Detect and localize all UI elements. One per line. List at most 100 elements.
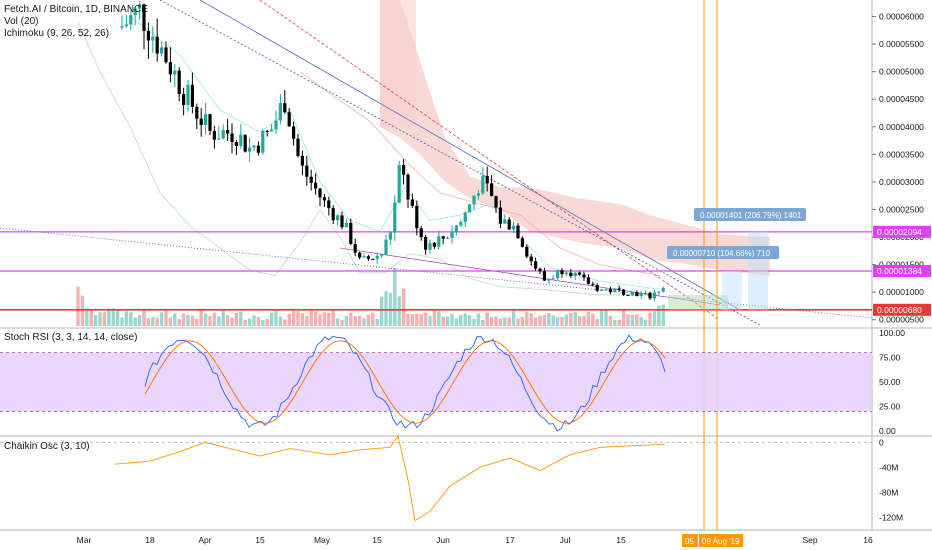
volume-bar — [102, 312, 107, 326]
volume-bar — [107, 308, 111, 326]
candle-body — [446, 237, 450, 239]
trendline-blue-2[interactable] — [199, 0, 741, 311]
volume-bar — [313, 311, 318, 326]
candle-body — [146, 30, 150, 41]
candle-body — [595, 284, 599, 291]
candle-body — [520, 238, 524, 247]
volume-bar — [296, 311, 300, 326]
candle-body — [608, 289, 612, 293]
volume-bar — [393, 267, 397, 326]
volume-bar — [577, 316, 582, 326]
volume-bar — [538, 315, 542, 326]
volume-bar — [190, 315, 195, 326]
volume-bar — [278, 316, 283, 326]
candle-body — [454, 225, 458, 233]
volume-bar — [437, 311, 441, 326]
volume-bar — [287, 313, 291, 326]
candle-body — [432, 242, 436, 247]
price-tick-label: 0.00004000 — [879, 122, 924, 132]
trendline-support[interactable] — [339, 247, 721, 306]
volume-bar — [133, 317, 137, 326]
candle-body — [600, 289, 604, 291]
price-axis[interactable]: 0.00006000 0.00005500 0.00005000 0.00004500… — [872, 12, 924, 325]
candle-body — [371, 258, 375, 260]
volume-bar — [375, 318, 379, 326]
volume-bar — [274, 310, 278, 326]
candle-body — [168, 62, 172, 75]
candle-body — [212, 130, 216, 140]
candle-body — [569, 272, 573, 277]
volume-bar — [542, 315, 547, 326]
candle-body — [261, 130, 265, 153]
price-badge-1 — [873, 264, 931, 277]
candle-body — [622, 289, 626, 295]
volume-bar — [648, 312, 652, 326]
volume-bar — [80, 295, 85, 326]
price-tick-label: 0.00004500 — [879, 94, 924, 104]
time-tick-label: 15 — [255, 535, 265, 545]
volume-bar — [98, 312, 102, 326]
volume-bar — [467, 315, 472, 326]
drawing-tools[interactable]: 0.00001401 (206.79%) 1401 0.00000710 (104… — [667, 0, 806, 530]
chaikin-tick-label: -40M — [879, 462, 898, 472]
volume-bar — [547, 313, 551, 326]
candle-body — [586, 277, 590, 284]
rsi-tick-label: 75.00 — [879, 352, 901, 362]
volume-bar — [247, 318, 252, 326]
price-tick-label: 0.00005000 — [879, 67, 924, 77]
trend-lines[interactable] — [0, 0, 873, 326]
measure-range-1[interactable] — [748, 231, 768, 310]
volume-bar — [599, 310, 604, 326]
volume-bar — [344, 316, 349, 326]
volume-bar — [269, 312, 274, 326]
volume-bar — [428, 316, 432, 326]
date-flag-2[interactable] — [699, 534, 743, 547]
volume-bar — [252, 315, 256, 326]
volume-bar — [186, 315, 190, 326]
candle-body — [160, 47, 164, 54]
candle-body — [274, 120, 278, 130]
candle-body — [485, 176, 489, 184]
candle-body — [626, 294, 630, 296]
rsi-tick-label: 25.00 — [879, 402, 901, 412]
volume-bar — [529, 313, 533, 326]
candle-body — [344, 222, 348, 228]
volume-bar — [525, 311, 529, 326]
volume-bar — [212, 312, 217, 326]
candle-body — [375, 255, 379, 259]
price-badge-text-2: 0.00000680 — [877, 305, 922, 315]
price-tick-label: 0.00001500 — [879, 260, 924, 270]
candle-body — [327, 200, 331, 209]
time-tick-label: Jun — [436, 535, 450, 545]
stoch-rsi-title: Stoch RSI (3, 3, 14, 14, close) — [4, 332, 137, 343]
time-tick-label: Sep — [802, 535, 817, 545]
measure-label-2[interactable] — [667, 246, 779, 259]
volume-bar — [291, 310, 296, 326]
candle-body — [534, 261, 538, 269]
measure-label-1[interactable] — [694, 208, 806, 221]
volume-bar — [318, 314, 322, 326]
measure-range-2[interactable] — [722, 270, 742, 310]
trendline-lower[interactable] — [0, 227, 873, 319]
candle-body — [138, 4, 142, 9]
trendline-red[interactable] — [259, 0, 721, 321]
volume-bar — [498, 318, 503, 326]
time-axis[interactable]: Mar 18 Apr 15 May 15 Jun 17 Jul 15 Sep 16 05 09 Aug '… — [77, 534, 873, 547]
candle-body — [270, 129, 274, 132]
volume-bar — [586, 312, 591, 326]
candle-body — [560, 270, 564, 275]
candle-body — [190, 84, 194, 107]
candle-body — [507, 219, 511, 230]
volume-bar — [305, 315, 309, 326]
volume-bar — [261, 319, 265, 326]
volume-bar — [366, 314, 371, 326]
candle-body — [428, 242, 432, 250]
volume-bar — [516, 318, 520, 326]
volume-bar — [164, 310, 168, 326]
horizontal-levels[interactable] — [0, 231, 872, 311]
candle-body — [199, 118, 203, 126]
candle-body — [120, 26, 124, 28]
date-flag-1[interactable] — [682, 534, 698, 547]
candle-body — [186, 84, 190, 105]
candle-body — [652, 292, 656, 299]
